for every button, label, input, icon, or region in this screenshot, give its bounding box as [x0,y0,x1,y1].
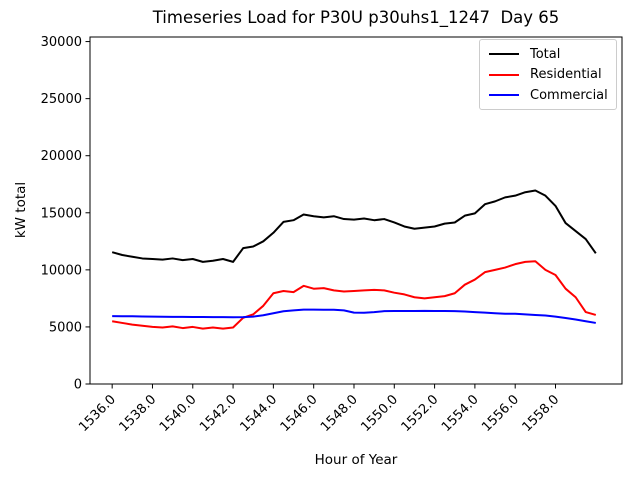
legend-line-sample-commercial [489,94,519,96]
x-tick-label: 1540.0 [157,392,200,435]
legend-label-residential: Residential [530,67,602,82]
y-tick-label: 20000 [41,149,82,164]
x-tick-label: 1542.0 [197,392,240,435]
legend-line-sample-total [489,53,519,55]
x-tick-label: 1536.0 [76,392,119,435]
legend-item-residential: Residential [489,68,607,81]
x-tick-label: 1556.0 [479,392,522,435]
axes-spines [89,36,623,385]
x-tick-label: 1552.0 [399,392,442,435]
y-tick-label: 15000 [41,206,82,221]
x-tick-label: 1554.0 [439,392,482,435]
x-tick-label: 1546.0 [278,392,321,435]
x-tick-label: 1548.0 [318,392,361,435]
y-tick-label: 5000 [49,320,82,335]
y-tick-label: 25000 [41,92,82,107]
legend-line-sample-residential [489,73,519,76]
chart-title: Timeseries Load for P30U p30uhs1_1247 Da… [152,8,560,27]
legend-item-total: Total [489,48,607,61]
x-tick-label: 1558.0 [520,392,563,435]
series-line-residential [112,260,597,330]
x-tick-label: 1538.0 [117,392,160,435]
x-tick-label: 1550.0 [358,392,401,435]
legend-label-commercial: Commercial [530,87,608,103]
legend-label-total: Total [530,46,561,62]
y-tick-label: 10000 [41,263,82,278]
series-line-total [111,189,597,263]
x-axis-label: Hour of Year [314,452,398,468]
series-line-commercial [112,308,596,324]
y-axis-label: kW total [13,181,29,239]
legend: Total Residential Commercial [479,39,617,110]
x-tick-label: 1544.0 [237,392,280,435]
y-tick-label: 0 [74,378,82,393]
y-tick-label: 30000 [41,35,82,50]
legend-item-commercial: Commercial [489,87,608,103]
